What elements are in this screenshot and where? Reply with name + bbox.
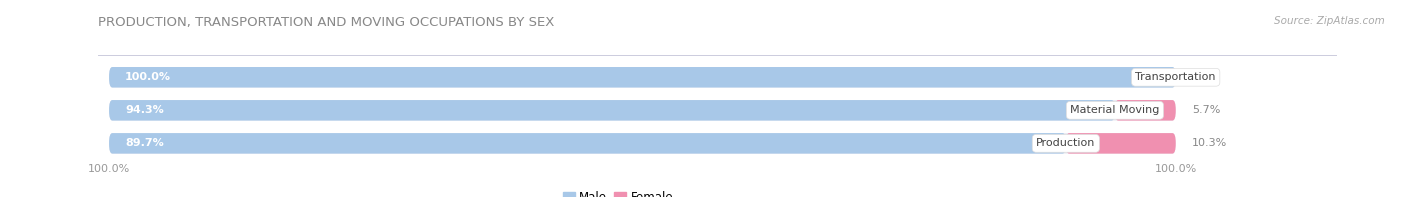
Legend: Male, Female: Male, Female: [558, 187, 678, 197]
Text: 10.3%: 10.3%: [1192, 138, 1227, 148]
FancyBboxPatch shape: [110, 67, 1175, 87]
Text: 100.0%: 100.0%: [125, 72, 172, 82]
Text: 94.3%: 94.3%: [125, 105, 165, 115]
Text: Material Moving: Material Moving: [1070, 105, 1160, 115]
Text: Source: ZipAtlas.com: Source: ZipAtlas.com: [1274, 16, 1385, 26]
FancyBboxPatch shape: [110, 100, 1115, 121]
FancyBboxPatch shape: [110, 133, 1066, 154]
FancyBboxPatch shape: [110, 67, 1175, 87]
FancyBboxPatch shape: [110, 133, 1175, 154]
Text: PRODUCTION, TRANSPORTATION AND MOVING OCCUPATIONS BY SEX: PRODUCTION, TRANSPORTATION AND MOVING OC…: [98, 16, 555, 29]
Text: 0.0%: 0.0%: [1192, 72, 1220, 82]
FancyBboxPatch shape: [1066, 133, 1175, 154]
Text: Transportation: Transportation: [1136, 72, 1216, 82]
FancyBboxPatch shape: [110, 100, 1175, 121]
FancyBboxPatch shape: [1115, 100, 1175, 121]
Text: 5.7%: 5.7%: [1192, 105, 1220, 115]
Text: Production: Production: [1036, 138, 1095, 148]
Text: 89.7%: 89.7%: [125, 138, 165, 148]
